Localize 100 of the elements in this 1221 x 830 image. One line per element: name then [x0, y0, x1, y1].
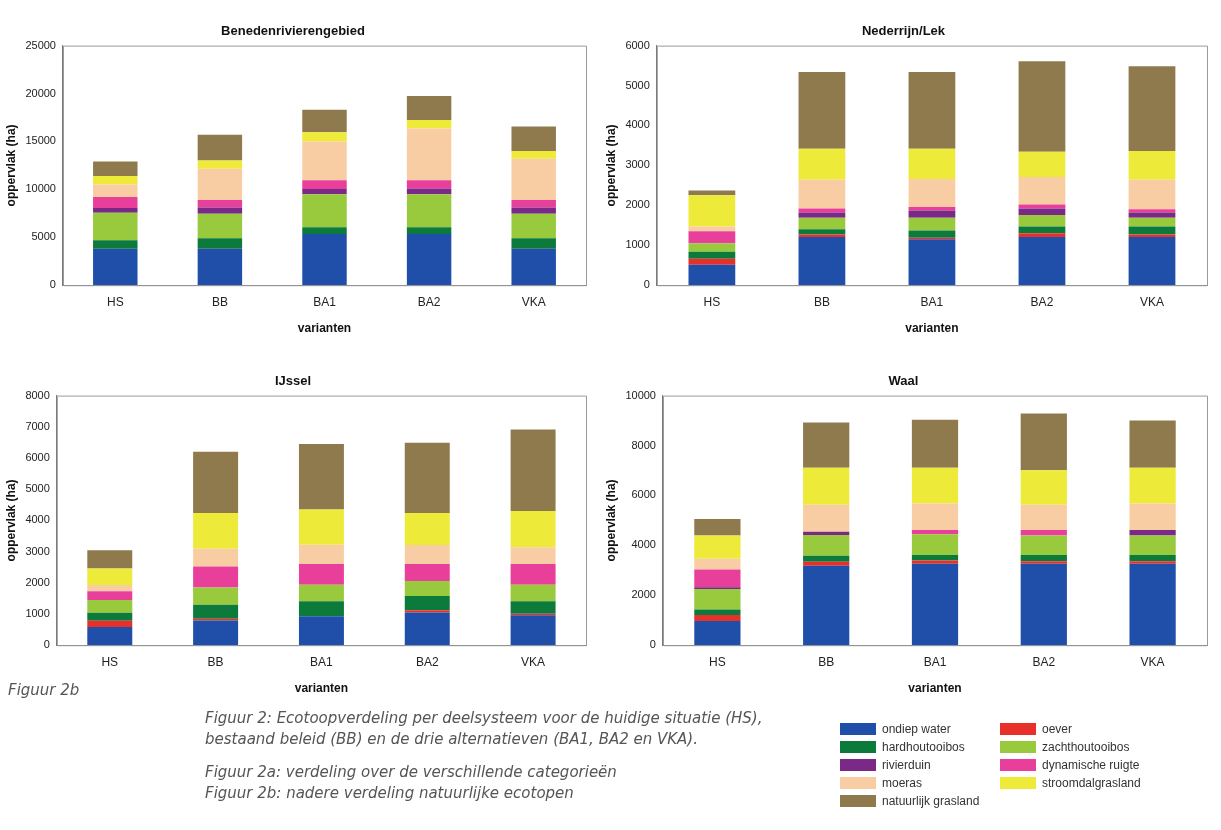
bar	[511, 248, 556, 286]
bar	[197, 199, 243, 208]
legend-label: natuurlijk grasland	[882, 794, 980, 808]
bar	[193, 512, 239, 549]
bar	[1129, 503, 1176, 530]
bar	[511, 213, 556, 239]
bar	[298, 509, 344, 545]
bar	[694, 589, 741, 610]
x-tick-label: BA2	[417, 294, 441, 309]
bar	[1020, 563, 1067, 646]
bar	[406, 119, 452, 129]
bar	[93, 248, 138, 286]
x-axis-title: varianten	[297, 321, 352, 336]
bar	[404, 580, 450, 596]
bar	[87, 584, 133, 592]
bar	[197, 213, 243, 239]
x-tick-label: BA1	[920, 294, 944, 309]
bar	[911, 555, 959, 561]
bar	[406, 95, 452, 120]
bar	[803, 534, 850, 556]
bar	[911, 467, 959, 504]
y-tick-label: 25000	[25, 38, 56, 51]
y-tick-label: 2000	[631, 588, 656, 601]
bar	[510, 547, 556, 565]
bar	[302, 188, 347, 195]
bar	[908, 206, 956, 211]
bar	[511, 199, 556, 208]
bar	[510, 615, 556, 646]
bar	[908, 230, 956, 238]
bar	[1020, 555, 1067, 562]
bar	[911, 534, 959, 556]
bar	[298, 601, 344, 617]
bar	[803, 504, 850, 532]
bar	[798, 236, 846, 286]
x-tick-label: BA2	[415, 654, 439, 669]
bar	[1020, 413, 1067, 471]
bar	[302, 180, 347, 189]
bar	[688, 251, 736, 259]
y-tick-label: 8000	[25, 388, 50, 401]
bar	[1018, 214, 1066, 227]
x-tick-label: BB	[207, 654, 224, 669]
chart-title: IJssel	[274, 373, 312, 389]
bar	[688, 243, 736, 252]
bar	[302, 109, 347, 133]
bar	[911, 560, 959, 564]
x-axis-title: varianten	[908, 681, 962, 696]
bar	[197, 168, 243, 200]
y-axis-title: oppervlak (ha)	[3, 479, 18, 562]
bar	[1020, 470, 1067, 505]
text: Figuur 2b	[8, 680, 81, 701]
bar	[193, 620, 239, 646]
bar	[404, 595, 450, 611]
bar	[911, 563, 959, 646]
x-tick-label: BA1	[313, 294, 337, 309]
bar	[193, 587, 239, 605]
bar	[93, 161, 138, 176]
bar	[510, 511, 556, 548]
bar	[908, 210, 956, 218]
bar	[406, 188, 452, 195]
bar	[406, 233, 452, 286]
bar	[1020, 504, 1067, 530]
legend-label: oever	[1042, 722, 1073, 736]
bar	[911, 503, 959, 530]
bar	[803, 531, 850, 535]
y-tick-label: 0	[649, 638, 656, 651]
bar	[87, 599, 133, 613]
bar	[1128, 66, 1176, 152]
bar	[511, 207, 556, 214]
bar	[93, 197, 138, 209]
bar	[404, 512, 450, 546]
bar	[298, 564, 344, 585]
x-tick-label: VKA	[521, 294, 546, 309]
bar	[1020, 561, 1067, 564]
y-tick-label: 4000	[25, 513, 50, 526]
bar	[87, 550, 133, 569]
bar	[93, 212, 138, 241]
x-tick-label: HS	[106, 294, 124, 309]
bar	[694, 609, 741, 615]
text: Figuur 2: Ecotoopverdeling per deelsysteem voor de huidige situatie (HS), bestaand beleid (BB) en de drie alternatieven (BA1, BA2 en VKA).	[205, 708, 764, 750]
x-tick-label: BA1	[923, 654, 947, 669]
bar	[1020, 535, 1067, 556]
x-tick-label: BB	[211, 294, 228, 309]
y-tick-label: 8000	[631, 438, 656, 451]
y-tick-label: 5000	[31, 230, 56, 243]
bar	[1020, 529, 1067, 536]
bar	[803, 561, 850, 566]
y-tick-label: 3000	[625, 158, 650, 171]
y-axis-title: oppervlak (ha)	[603, 124, 618, 207]
y-axis-title: oppervlak (ha)	[3, 124, 18, 207]
y-tick-label: 10000	[25, 182, 56, 195]
bar	[798, 212, 846, 218]
y-tick-label: 0	[43, 638, 50, 651]
x-axis-title: varianten	[905, 321, 959, 336]
bar	[1129, 555, 1176, 562]
bar	[510, 584, 556, 602]
bar	[694, 518, 741, 536]
bar	[908, 148, 956, 179]
bar	[1018, 226, 1066, 234]
bar	[1018, 61, 1066, 152]
bar	[1018, 208, 1066, 215]
